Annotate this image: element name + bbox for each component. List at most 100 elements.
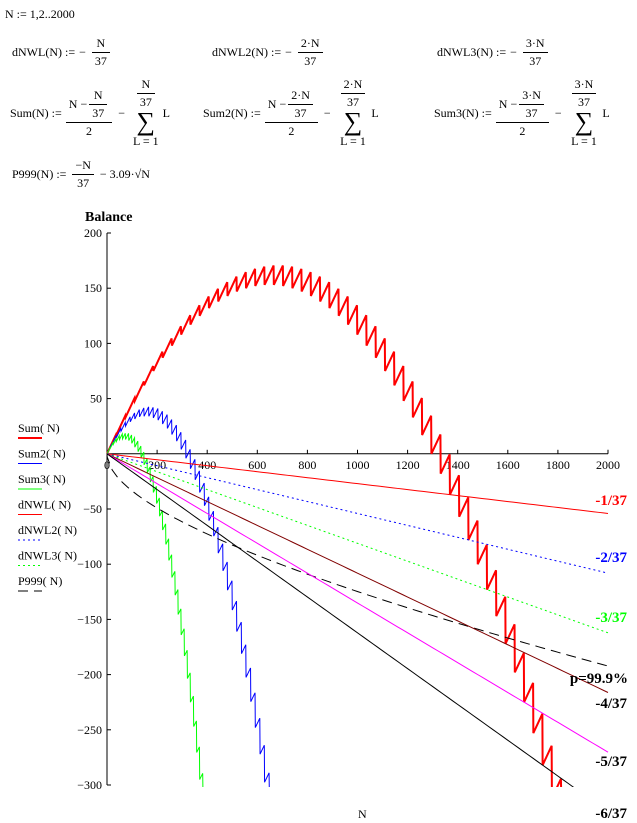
- x-tick-label: 400: [198, 458, 216, 472]
- y-tick-label: 150: [84, 281, 102, 295]
- x-tick-label: 1600: [496, 458, 520, 472]
- series-annotation: -5/37: [595, 754, 627, 770]
- inner-fraction: 3·N 37: [519, 88, 544, 121]
- sigma-icon: ∑: [136, 107, 156, 136]
- numerator: 2·N: [343, 77, 363, 91]
- numerator: 2·N: [300, 36, 320, 50]
- sum-body: L: [162, 105, 170, 120]
- numerator: 3·N: [525, 36, 545, 50]
- y-tick-label: 100: [84, 336, 102, 350]
- range-definition: N := 1,2..2000: [5, 7, 75, 21]
- denominator: 37: [288, 103, 313, 121]
- denominator: 37: [571, 93, 597, 110]
- fraction: N − N 37 2: [65, 88, 113, 139]
- formula-p999: P999(N) := −N 37 − 3.09·√N: [12, 158, 154, 191]
- numerator: N: [93, 87, 103, 102]
- numerator-lead: N −: [68, 96, 88, 111]
- numerator: 2·N: [291, 87, 310, 102]
- series-annotation: -2/37: [595, 550, 627, 566]
- formula-lhs: dNWL2(N) :=: [212, 45, 282, 59]
- minus-sign: −: [285, 45, 292, 59]
- x-tick-label: 2000: [596, 458, 620, 472]
- series-line-dnwl-n-: [106, 453, 609, 514]
- denominator: 37: [89, 103, 108, 121]
- fraction: N 37: [91, 36, 110, 69]
- numerator: −N: [75, 158, 91, 172]
- numerator: N: [141, 77, 151, 91]
- denominator: 37: [297, 52, 323, 69]
- series-line-sum-n-: [106, 265, 563, 787]
- formula-sum3: Sum3(N) := N −3·N 37 2 − 3·N 37 ∑ L = 1 L: [434, 77, 610, 149]
- x-axis-label: N: [358, 807, 367, 821]
- y-axis-label: Balance: [85, 210, 132, 225]
- y-tick-label: −100: [77, 557, 102, 571]
- numerator: N − N 37: [66, 88, 112, 122]
- x-tick-label: 800: [298, 458, 316, 472]
- denominator: 37: [91, 52, 110, 69]
- series-annotation: -6/37: [595, 806, 627, 822]
- denominator: 2: [264, 121, 318, 139]
- formula-lhs: Sum3(N) :=: [434, 105, 492, 120]
- y-tick-label: −150: [77, 612, 102, 626]
- series-annotation: p=99.9%: [570, 671, 628, 687]
- formula-dnwl3: dNWL3(N) := − 3·N 37: [437, 36, 550, 69]
- minus-sign: −: [510, 45, 517, 59]
- denominator: 37: [136, 93, 155, 110]
- formula-lhs: dNWL3(N) :=: [437, 45, 507, 59]
- denominator: 37: [522, 52, 548, 69]
- series-annotation: -4/37: [595, 696, 627, 712]
- formula-rest: − 3.09·√N: [99, 167, 150, 181]
- numerator: N: [96, 36, 106, 50]
- x-tick-label: 200: [148, 458, 166, 472]
- upper-limit: 2·N 37: [340, 77, 366, 110]
- formula-lhs: Sum2(N) :=: [203, 105, 261, 120]
- y-tick-label: 50: [90, 392, 102, 406]
- formula-sum: Sum(N) := N − N 37 2 − N 37 ∑ L = 1 L: [10, 77, 170, 149]
- denominator: 37: [340, 93, 366, 110]
- sum-body: L: [602, 105, 610, 120]
- lower-limit: L = 1: [340, 134, 366, 148]
- sum-body: L: [371, 105, 379, 120]
- series-annotation: -3/37: [595, 610, 627, 626]
- legend-entry-label: Sum( N): [18, 421, 60, 435]
- x-tick-label: 0: [104, 458, 110, 472]
- numerator-lead: N −: [498, 96, 518, 111]
- denominator: 37: [519, 103, 544, 121]
- y-tick-label: 200: [84, 226, 102, 240]
- series-line-p999-n-: [106, 453, 609, 667]
- upper-limit: N 37: [136, 77, 155, 110]
- summation: N 37 ∑ L = 1: [133, 77, 159, 149]
- minus-sign: −: [79, 45, 86, 59]
- x-tick-label: 1000: [346, 458, 370, 472]
- upper-limit: 3·N 37: [571, 77, 597, 110]
- inner-fraction: 2·N 37: [288, 88, 313, 121]
- legend-entry-label: Sum2( N): [18, 447, 66, 461]
- numerator: N −2·N 37: [265, 88, 318, 122]
- x-tick-label: 1400: [446, 458, 470, 472]
- y-tick-label: −200: [77, 668, 102, 682]
- series-line-dnwl3-n-: [106, 453, 609, 634]
- inner-fraction: N 37: [89, 87, 108, 121]
- numerator: N −3·N 37: [496, 88, 549, 122]
- fraction: 3·N 37: [522, 36, 548, 69]
- series-line--4-37: [106, 453, 609, 693]
- series-line-sum2-n-: [106, 406, 270, 787]
- legend-entry-label: dNWL3( N): [18, 549, 77, 563]
- formula-lhs: dNWL(N) :=: [12, 45, 76, 59]
- fraction: N −3·N 37 2: [495, 88, 549, 139]
- minus-sign: −: [554, 105, 562, 120]
- minus-sign: −: [323, 105, 331, 120]
- series-line--5-37: [106, 453, 609, 753]
- fraction: 2·N 37: [297, 36, 323, 69]
- fraction: −N 37: [72, 158, 94, 191]
- legend-entry-label: P999( N): [18, 574, 62, 588]
- summation: 2·N 37 ∑ L = 1: [339, 77, 368, 149]
- formula-lhs: Sum(N) :=: [10, 105, 62, 120]
- numerator: 3·N: [574, 77, 594, 91]
- sigma-icon: ∑: [343, 107, 363, 136]
- series-line-sum3-n-: [106, 431, 204, 787]
- numerator-lead: N −: [267, 96, 287, 111]
- denominator: 2: [495, 121, 549, 139]
- x-tick-label: 600: [248, 458, 266, 472]
